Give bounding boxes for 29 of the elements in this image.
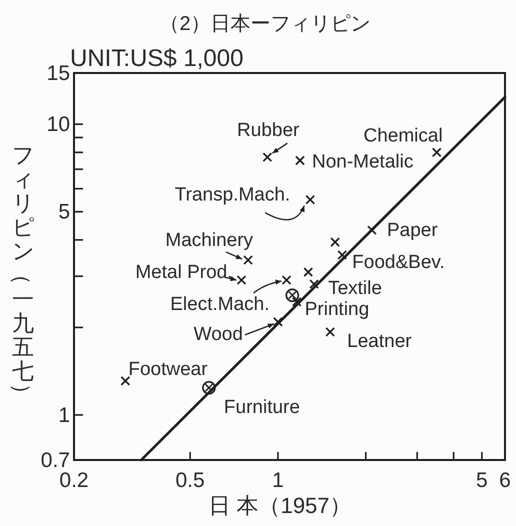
y-tick-label: 1 — [58, 404, 70, 427]
annotation: Leatner — [347, 330, 412, 352]
annotation: Textile — [328, 278, 382, 300]
x-tick-label: 6 — [499, 469, 511, 492]
x-tick-label: 5 — [476, 469, 488, 492]
annotation: Non-Metalic — [312, 152, 414, 173]
x-tick-label: 0.5 — [176, 469, 205, 492]
chart-subtitle: UNIT:US$ 1,000 — [70, 45, 244, 72]
annotation: Rubber — [237, 120, 300, 142]
y-tick-label: 15 — [46, 62, 70, 85]
y-tick-label: 5 — [58, 200, 70, 224]
annotation: Food&Bev. — [352, 252, 445, 273]
x-tick-label: 1 — [272, 469, 284, 492]
annotation: Furniture — [224, 396, 300, 418]
x-tick-label: 0.2 — [59, 469, 89, 492]
annotation: Footwear — [128, 358, 208, 380]
annotation: Elect.Mach. — [170, 294, 270, 316]
y-tick-label: 10 — [46, 113, 70, 136]
x-axis-title: 日 本（1957） — [208, 493, 352, 518]
annotation: Chemical — [363, 125, 443, 146]
chart-title: （2）日本ーフィリピン — [159, 13, 371, 35]
annotation: Transp.Mach. — [174, 184, 290, 206]
annotation: Machinery — [165, 230, 254, 252]
annotation: Paper — [386, 220, 438, 242]
annotation: Wood — [194, 324, 243, 345]
annotation: Metal Prod. — [135, 262, 232, 284]
y-tick-label: 0.7 — [40, 449, 70, 472]
y-axis-title: フィリピン（一九五七） — [10, 142, 35, 405]
annotation: Printing — [304, 298, 370, 320]
